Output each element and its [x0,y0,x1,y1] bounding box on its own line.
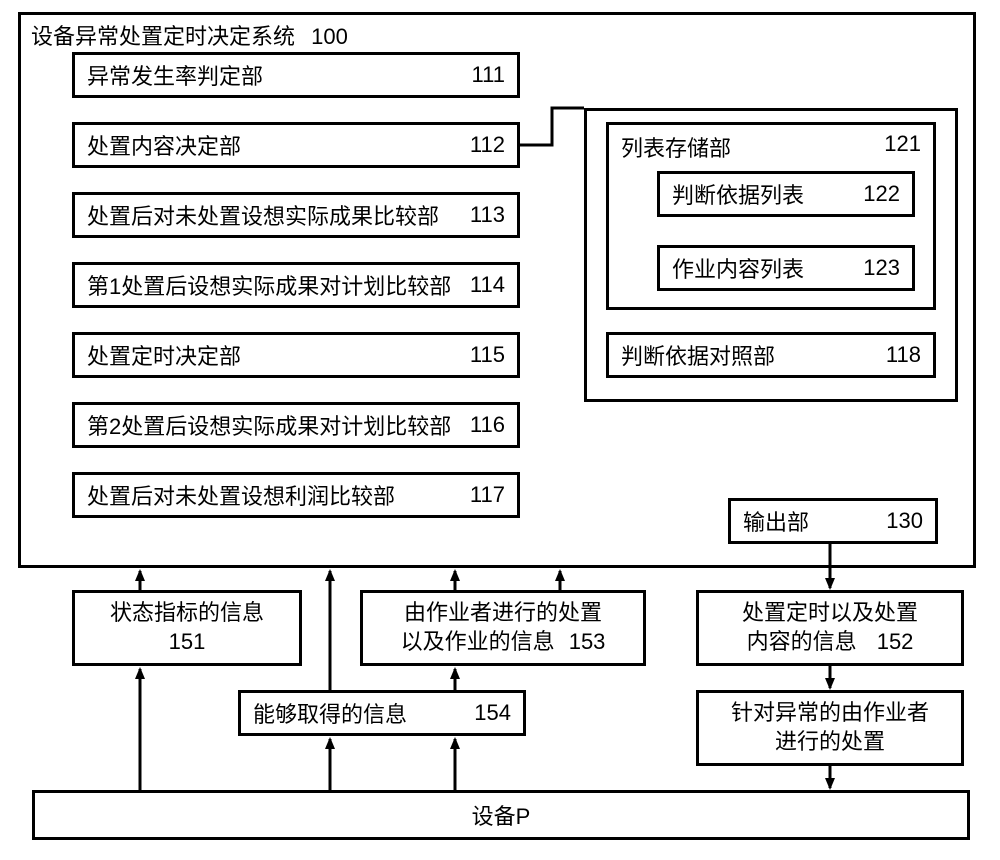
io-152-line2: 内容的信息 [747,629,857,654]
module-label: 第1处置后设想实际成果对计划比较部 [87,269,451,301]
system-title-num: 100 [311,24,348,49]
module-label: 处置内容决定部 [87,129,241,161]
module-num: 111 [472,62,505,88]
io-153-line1: 由作业者进行的处置 [404,599,602,628]
system-title-text: 设备异常处置定时决定系统 [31,24,295,49]
io-153: 由作业者进行的处置 以及作业的信息 153 [360,590,646,666]
module-label: 异常发生率判定部 [87,59,263,91]
output-label: 输出部 [743,505,809,537]
module-115: 处置定时决定部 115 [72,332,520,378]
operator-line2: 进行的处置 [775,728,885,757]
io-154-label: 能够取得的信息 [253,697,407,729]
io-151-line1: 状态指标的信息 [110,599,264,628]
io-152-num: 152 [877,629,914,654]
io-154: 能够取得的信息 154 [238,690,526,736]
list-item-num: 122 [863,181,900,207]
device-label: 设备P [472,799,531,831]
list-item-label: 判断依据列表 [672,178,804,210]
module-num: 115 [470,342,505,368]
list-store-title: 列表存储部 [621,131,731,163]
module-label: 判断依据对照部 [621,339,775,371]
device-p: 设备P [32,790,970,840]
io-153-num: 153 [569,629,606,654]
module-num: 118 [886,342,921,368]
module-num: 114 [470,272,505,298]
output-130: 输出部 130 [728,498,938,544]
output-num: 130 [886,508,923,534]
module-112: 处置内容决定部 112 [72,122,520,168]
module-116: 第2处置后设想实际成果对计划比较部 116 [72,402,520,448]
module-num: 117 [470,482,505,508]
module-label: 第2处置后设想实际成果对计划比较部 [87,409,451,441]
io-152: 处置定时以及处置 内容的信息 152 [696,590,964,666]
module-label: 处置后对未处置设想利润比较部 [87,479,395,511]
module-111: 异常发生率判定部 111 [72,52,520,98]
list-store-title-row: 列表存储部 121 [621,131,921,163]
module-num: 113 [470,202,505,228]
module-113: 处置后对未处置设想实际成果比较部 113 [72,192,520,238]
io-153-line2: 以及作业的信息 [401,629,555,654]
io-154-num: 154 [474,700,511,726]
list-store-121: 列表存储部 121 判断依据列表 122 作业内容列表 123 [606,122,936,310]
operator-line1: 针对异常的由作业者 [731,699,929,728]
module-label: 处置后对未处置设想实际成果比较部 [87,199,439,231]
module-114: 第1处置后设想实际成果对计划比较部 114 [72,262,520,308]
module-118: 判断依据对照部 118 [606,332,936,378]
operator-action: 针对异常的由作业者 进行的处置 [696,690,964,766]
list-store-num: 121 [884,131,921,163]
list-item-122: 判断依据列表 122 [657,171,915,217]
module-num: 116 [470,412,505,438]
list-item-label: 作业内容列表 [672,252,804,284]
io-152-line1: 处置定时以及处置 [742,599,918,628]
io-151: 状态指标的信息 151 [72,590,302,666]
io-151-num: 151 [169,628,206,657]
module-label: 处置定时决定部 [87,339,241,371]
module-num: 112 [470,132,505,158]
list-item-123: 作业内容列表 123 [657,245,915,291]
system-title: 设备异常处置定时决定系统 100 [31,19,348,51]
list-item-num: 123 [863,255,900,281]
module-117: 处置后对未处置设想利润比较部 117 [72,472,520,518]
